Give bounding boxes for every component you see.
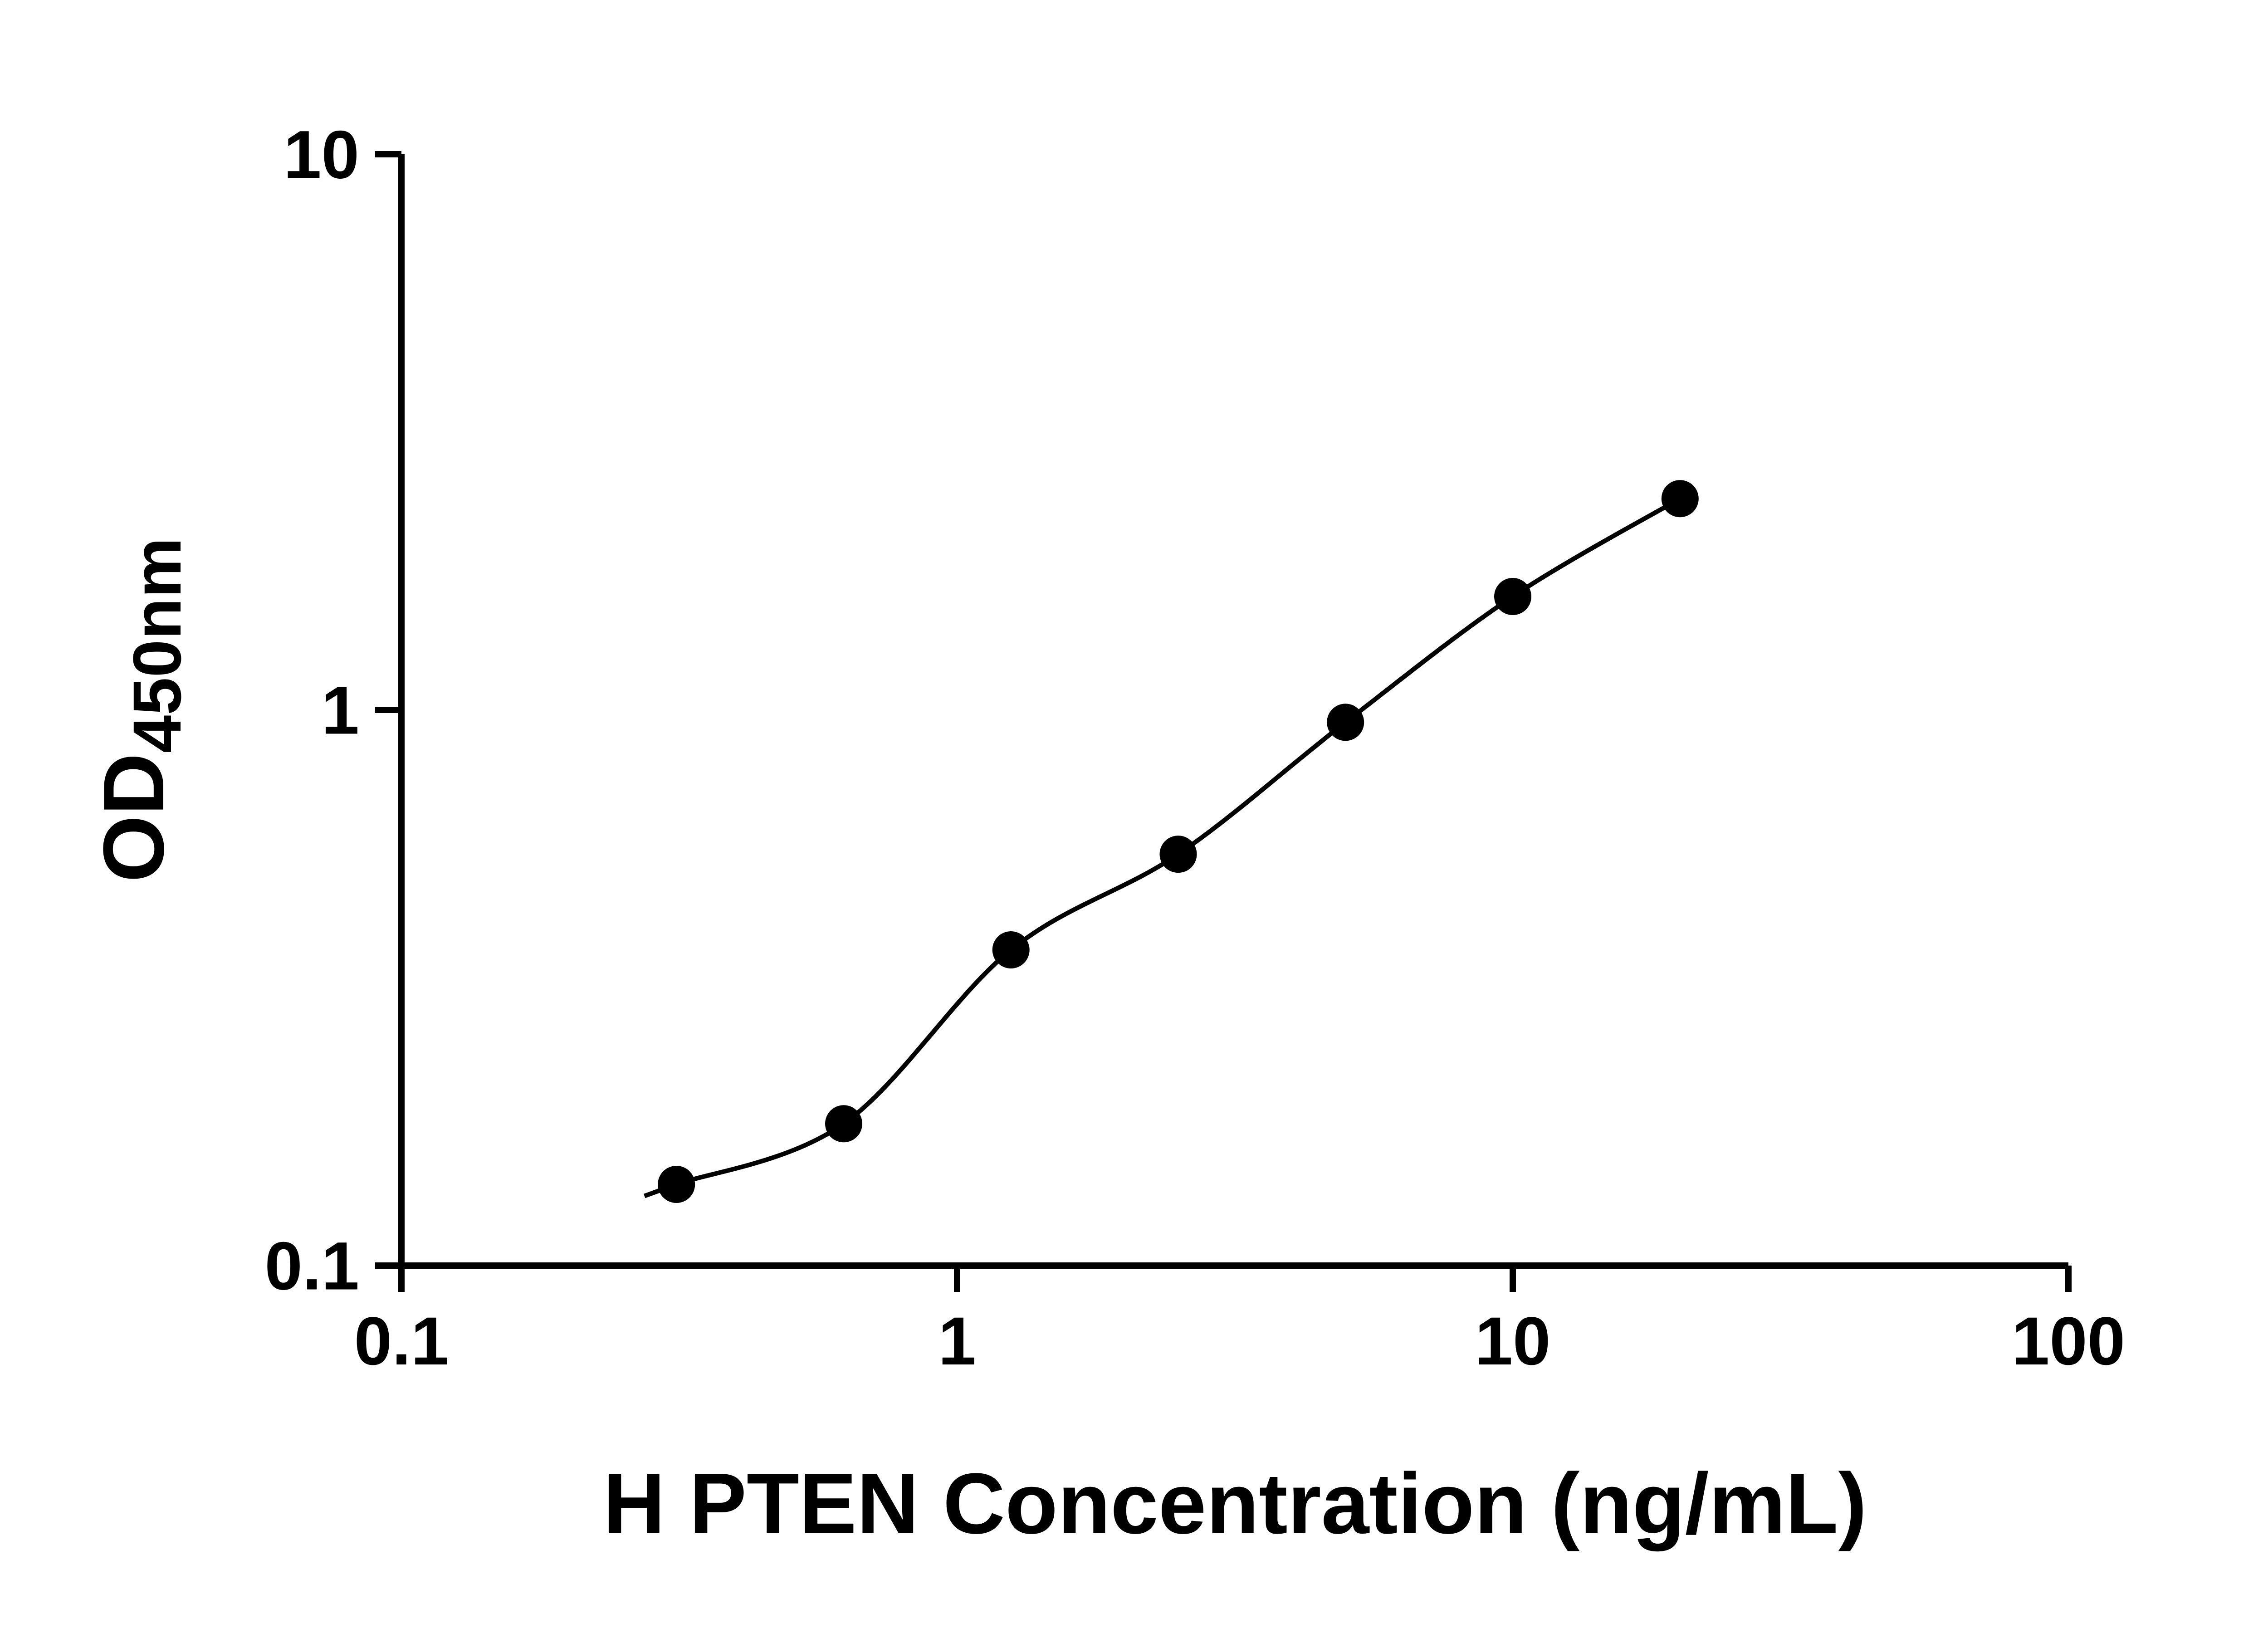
data-point [1159,836,1197,873]
data-point [992,931,1030,968]
x-axis-tick-label: 1 [938,1303,976,1379]
y-axis-title: OD450nm [86,538,195,882]
data-point [1494,578,1531,615]
y-axis-tick-label: 0.1 [264,1228,359,1304]
x-axis-title: H PTEN Concentration (ng/mL) [603,1456,1867,1552]
axes-lines [398,154,2068,1269]
x-axis-tick-label: 10 [1475,1303,1551,1379]
y-axis-tick-label: 10 [284,117,359,193]
data-point [1661,480,1699,518]
x-axis-tick-label: 100 [2012,1303,2125,1379]
data-point [825,1105,862,1143]
y-axis-tick-label: 1 [322,672,359,748]
data-point [658,1166,695,1203]
x-axis-tick-label: 0.1 [354,1303,449,1379]
data-point [1327,704,1364,741]
